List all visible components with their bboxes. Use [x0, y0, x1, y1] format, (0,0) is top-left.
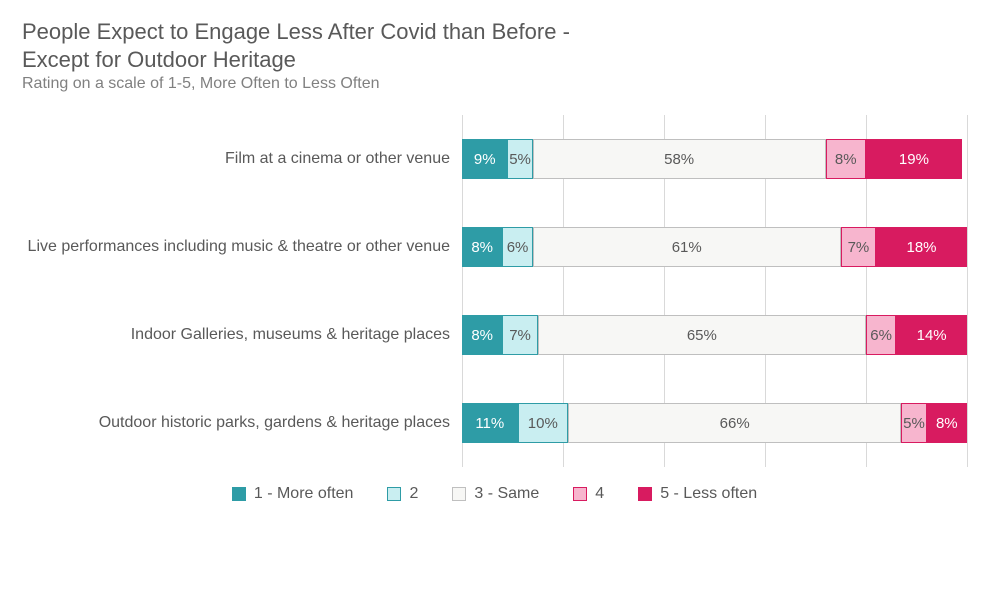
bar-segment-s3: 66% [568, 403, 901, 443]
legend-swatch [232, 487, 246, 501]
bar-segment-s1: 9% [462, 139, 507, 179]
legend-label: 3 - Same [474, 485, 539, 503]
legend-item-s5: 5 - Less often [638, 485, 757, 503]
bar-segment-s1: 8% [462, 227, 502, 267]
bar-row: 8%6%61%7%18% [462, 203, 967, 291]
bar-segment-s2: 7% [502, 315, 537, 355]
bar-segment-s4: 5% [901, 403, 926, 443]
legend-item-s1: 1 - More often [232, 485, 354, 503]
chart-title: People Expect to Engage Less After Covid… [22, 18, 967, 73]
bar-segment-s3: 58% [533, 139, 826, 179]
category-label: Live performances including music & thea… [22, 203, 462, 291]
bar-segment-s5: 18% [876, 227, 967, 267]
title-line-2: Except for Outdoor Heritage [22, 47, 296, 72]
bar-segment-s4: 6% [866, 315, 896, 355]
category-label: Film at a cinema or other venue [22, 115, 462, 203]
bars-column: 9%5%58%8%19%8%6%61%7%18%8%7%65%6%14%11%1… [462, 115, 967, 467]
stacked-bar: 8%7%65%6%14% [462, 315, 967, 355]
category-label: Indoor Galleries, museums & heritage pla… [22, 291, 462, 379]
legend-label: 2 [409, 485, 418, 503]
chart-area: Film at a cinema or other venueLive perf… [22, 115, 967, 467]
bar-segment-s1: 8% [462, 315, 502, 355]
stacked-bar: 8%6%61%7%18% [462, 227, 967, 267]
legend-label: 4 [595, 485, 604, 503]
bar-segment-s3: 65% [538, 315, 866, 355]
bars-stack: 9%5%58%8%19%8%6%61%7%18%8%7%65%6%14%11%1… [462, 115, 967, 467]
bar-segment-s2: 6% [502, 227, 532, 267]
bar-row: 11%10%66%5%8% [462, 379, 967, 467]
chart-legend: 1 - More often 2 3 - Same 4 5 - Less often [22, 485, 967, 503]
bar-segment-s1: 11% [462, 403, 518, 443]
bar-segment-s4: 8% [826, 139, 866, 179]
legend-item-s2: 2 [387, 485, 418, 503]
legend-label: 5 - Less often [660, 485, 757, 503]
legend-item-s3: 3 - Same [452, 485, 539, 503]
bar-row: 8%7%65%6%14% [462, 291, 967, 379]
bar-row: 9%5%58%8%19% [462, 115, 967, 203]
stacked-bar: 9%5%58%8%19% [462, 139, 967, 179]
stacked-bar: 11%10%66%5%8% [462, 403, 967, 443]
gridline [967, 115, 968, 467]
legend-swatch [387, 487, 401, 501]
bar-segment-s5: 14% [896, 315, 967, 355]
chart-subtitle: Rating on a scale of 1-5, More Often to … [22, 75, 967, 93]
legend-swatch [573, 487, 587, 501]
bar-segment-s5: 19% [866, 139, 962, 179]
category-label: Outdoor historic parks, gardens & herita… [22, 379, 462, 467]
legend-swatch [452, 487, 466, 501]
legend-label: 1 - More often [254, 485, 354, 503]
bar-segment-s5: 8% [927, 403, 967, 443]
legend-swatch [638, 487, 652, 501]
bar-segment-s3: 61% [533, 227, 841, 267]
bar-segment-s2: 10% [518, 403, 569, 443]
bar-segment-s4: 7% [841, 227, 876, 267]
legend-item-s4: 4 [573, 485, 604, 503]
bar-segment-s2: 5% [507, 139, 532, 179]
category-labels-column: Film at a cinema or other venueLive perf… [22, 115, 462, 467]
title-line-1: People Expect to Engage Less After Covid… [22, 19, 570, 44]
